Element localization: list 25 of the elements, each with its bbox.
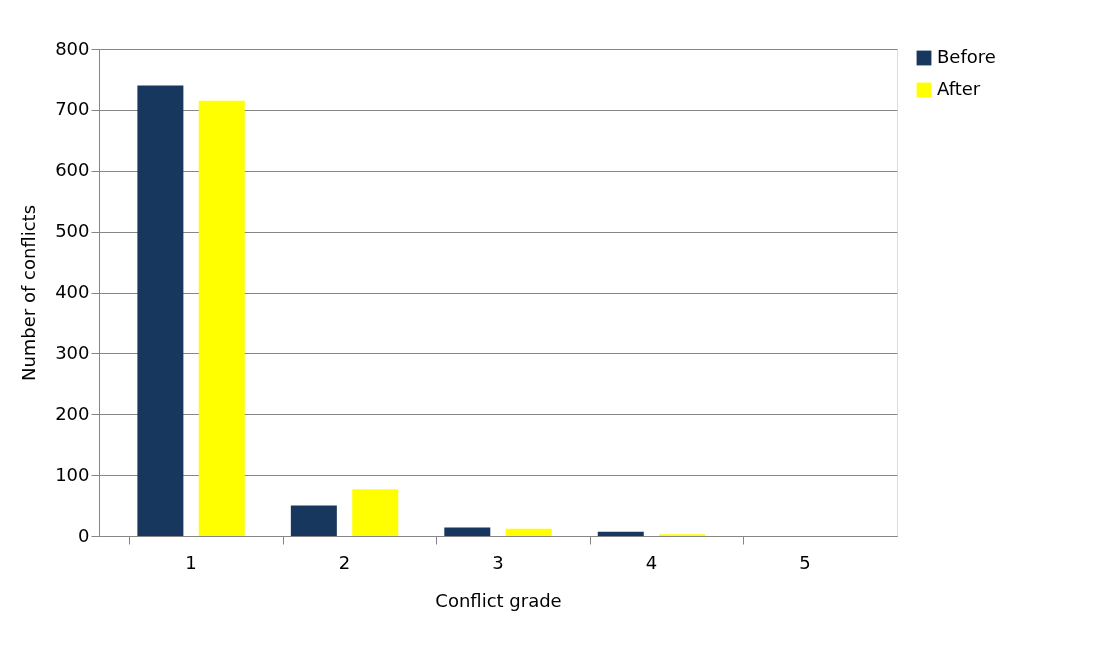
x-tick-label: 1 xyxy=(185,551,197,573)
bar xyxy=(137,85,184,536)
legend-label: Before xyxy=(937,46,996,67)
y-tick-label: 700 xyxy=(55,98,90,120)
bar xyxy=(290,505,337,536)
y-tick-label: 0 xyxy=(78,524,90,546)
x-axis-title: Conflict grade xyxy=(435,589,562,611)
y-tick-label: 500 xyxy=(55,220,90,242)
legend-label: After xyxy=(937,78,981,99)
y-tick-label: 600 xyxy=(55,159,90,181)
bar xyxy=(352,489,399,536)
y-axis-title: Number of conflicts xyxy=(18,204,40,382)
x-tick-label: 4 xyxy=(645,551,658,573)
y-tick-label: 100 xyxy=(55,463,90,485)
x-tick-label: 3 xyxy=(492,551,504,573)
bar xyxy=(597,531,644,536)
y-tick-label: 400 xyxy=(55,281,90,302)
y-tick-label: 200 xyxy=(55,402,90,424)
bar xyxy=(444,527,491,536)
bar xyxy=(198,100,245,536)
x-tick-label: 5 xyxy=(799,551,811,573)
x-tick-label: 2 xyxy=(338,551,351,573)
bar xyxy=(505,528,552,536)
y-tick-label: 800 xyxy=(55,37,90,59)
y-tick-label: 300 xyxy=(55,341,90,363)
